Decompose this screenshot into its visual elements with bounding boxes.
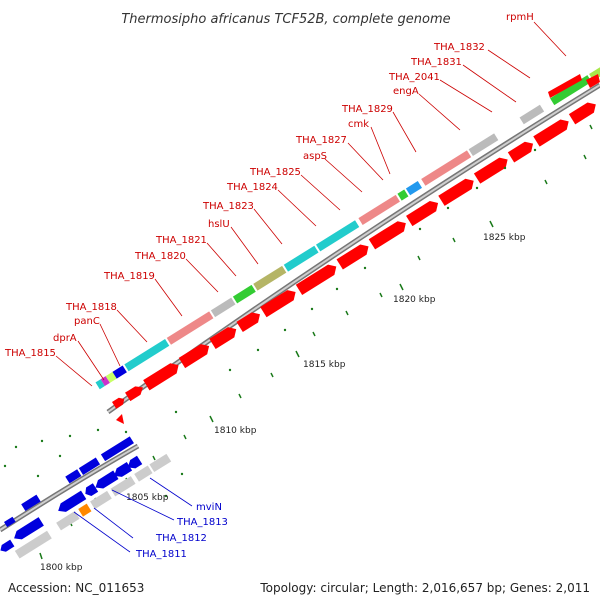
gene-arrow — [178, 344, 210, 369]
accession-text: Accession: NC_011653 — [8, 581, 145, 595]
gene-arrow — [116, 414, 124, 424]
footer-bar: Accession: NC_011653 Topology: circular;… — [0, 578, 600, 600]
gene-arrow — [95, 470, 119, 489]
gene-label-THA_1825: THA_1825 — [249, 167, 301, 178]
gene-label-THA_1820: THA_1820 — [134, 251, 186, 262]
gene-arrow — [368, 221, 406, 250]
gene-arrow — [209, 327, 237, 350]
annotation-track-lower — [14, 453, 172, 559]
scale-label: 1815 kbp — [303, 360, 346, 370]
scale-dots — [3, 148, 537, 498]
scale-label: 1800 kbp — [40, 563, 83, 573]
gene-label-panC: panC — [74, 316, 100, 327]
scale-ticks-upper — [39, 124, 593, 560]
gene-arrow — [473, 157, 508, 184]
gene-label-engA: engA — [393, 86, 419, 97]
scale-label: 1805 kbp — [126, 493, 169, 503]
gene-arrow — [438, 178, 474, 206]
gene-label-rpmH: rpmH — [506, 12, 534, 23]
gene-arrow — [0, 539, 15, 552]
upper-label-leaders — [55, 21, 567, 387]
gene-arrow — [143, 363, 179, 391]
gene-label-cmk: cmk — [348, 119, 369, 130]
gene-label-dprA: dprA — [53, 333, 77, 344]
gene-arrow — [295, 264, 337, 295]
gene-arrow — [406, 201, 439, 227]
gene-arrow — [586, 74, 600, 88]
lower-label-leaders — [73, 477, 193, 553]
map-title: Thermosipho africanus TCF52B, complete g… — [121, 12, 450, 27]
genome-map: Thermosipho africanus TCF52B, complete g… — [0, 12, 600, 573]
gene-arrow — [236, 312, 260, 333]
gene-label-THA_1831: THA_1831 — [410, 57, 462, 68]
gene-arrow — [568, 102, 596, 125]
scale-label: 1810 kbp — [214, 426, 257, 436]
gene-label-THA_1832: THA_1832 — [433, 42, 485, 53]
gene-arrow — [114, 462, 133, 477]
gene-arrow — [85, 483, 99, 496]
forward-gene-track-upper — [112, 102, 596, 409]
gene-arrow — [125, 386, 143, 402]
gene-label-THA_1823: THA_1823 — [202, 201, 254, 212]
gene-label-THA_1827: THA_1827 — [295, 135, 347, 146]
gene-arrow — [507, 141, 534, 163]
gene-label-THA_1811: THA_1811 — [135, 549, 187, 560]
gene-arrow — [112, 397, 125, 409]
gene-arrow — [127, 455, 143, 469]
gene-label-aspS: aspS — [303, 151, 327, 162]
gene-label-mviN: mviN — [196, 502, 222, 513]
gene-arrow — [14, 517, 44, 540]
annotation-track-upper — [95, 64, 600, 390]
gene-label-THA_1824: THA_1824 — [226, 182, 278, 193]
topology-text: Topology: circular; Length: 2,016,657 bp… — [260, 581, 590, 595]
gene-arrow — [260, 290, 296, 318]
gene-label-THA_1818: THA_1818 — [65, 302, 117, 313]
gene-arrow — [548, 74, 582, 98]
scale-label: 1825 kbp — [483, 233, 526, 243]
gene-label-hslU: hslU — [208, 219, 230, 230]
gene-label-THA_1819: THA_1819 — [103, 271, 155, 282]
gene-label-THA_1815: THA_1815 — [4, 348, 56, 359]
gene-arrow — [58, 490, 87, 512]
gene-arrow — [336, 244, 369, 270]
reverse-gene-track-lower — [0, 455, 143, 552]
gene-label-THA_1812: THA_1812 — [155, 533, 207, 544]
scale-label: 1820 kbp — [393, 295, 436, 305]
gene-label-THA_1829: THA_1829 — [341, 104, 393, 115]
gene-label-THA_2041: THA_2041 — [388, 72, 440, 83]
gene-label-THA_1821: THA_1821 — [155, 235, 207, 246]
gene-arrow — [533, 119, 569, 147]
gene-label-THA_1813: THA_1813 — [176, 517, 228, 528]
